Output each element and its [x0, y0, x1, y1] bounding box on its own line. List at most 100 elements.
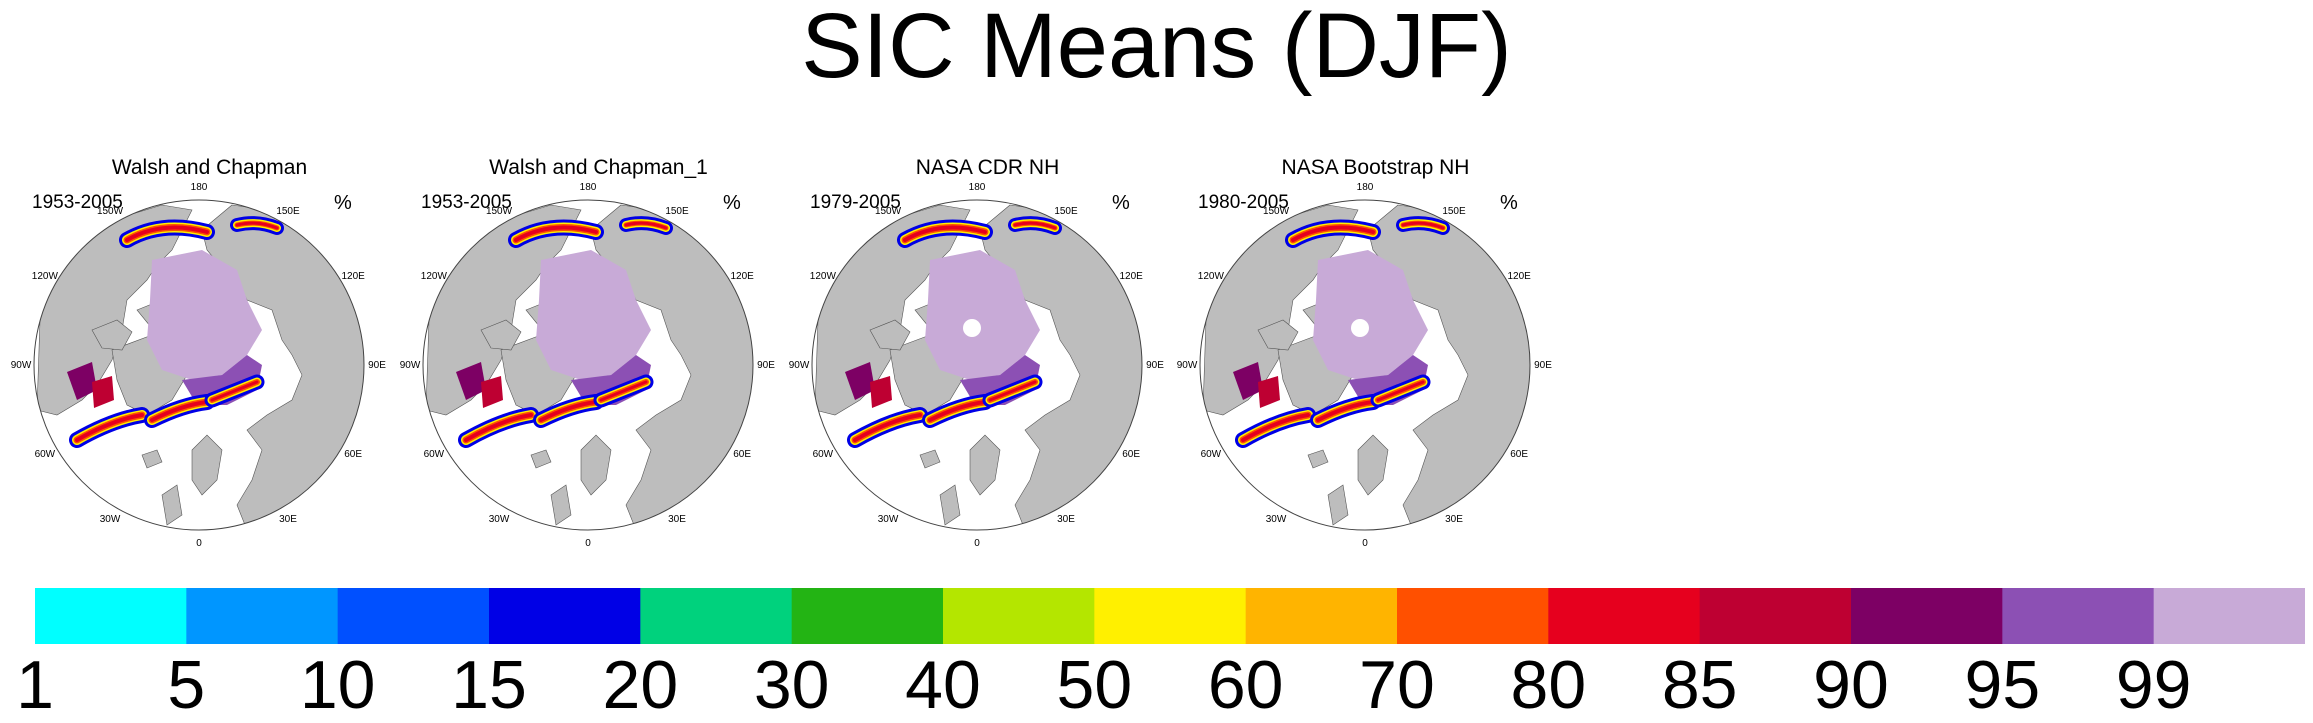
ice-band	[870, 376, 892, 408]
colorbar	[35, 588, 2305, 644]
map-panel: Walsh and Chapman 1953-2005% 180 150E 120E 90…	[11, 150, 402, 550]
longitude-label: 60W	[1201, 449, 1222, 460]
colorbar-level-label: 40	[905, 647, 981, 723]
longitude-label: 30W	[489, 514, 510, 525]
colorbar-level-label: 10	[299, 647, 376, 723]
ice-pack	[925, 250, 1040, 380]
colorbar-level-label: 70	[1359, 647, 1435, 723]
colorbar-bin	[1548, 588, 1701, 644]
map-border	[811, 199, 1143, 531]
panel-title: Walsh and Chapman	[111, 156, 308, 179]
ice-edge	[150, 400, 209, 422]
ice-edge	[210, 380, 259, 402]
longitude-label: 60E	[344, 449, 362, 460]
land	[1357, 434, 1389, 496]
longitude-label: 120W	[810, 271, 837, 282]
longitude-label: 120E	[1507, 271, 1531, 282]
colorbar-bin	[1699, 588, 1852, 644]
colorbar-level-label: 80	[1510, 647, 1587, 723]
ice-band	[1233, 362, 1263, 400]
ice-band	[1258, 376, 1280, 408]
land	[969, 434, 1001, 496]
longitude-label: 30W	[1266, 514, 1287, 525]
longitude-label: 60W	[424, 449, 445, 460]
longitude-label: 180	[191, 182, 208, 193]
colorbar-bin	[489, 588, 641, 644]
panel-units: %	[334, 192, 352, 214]
longitude-label: 60W	[35, 449, 56, 460]
longitude-label: 60E	[1510, 449, 1528, 460]
longitude-label: 0	[585, 538, 591, 549]
longitude-label: 30W	[100, 514, 121, 525]
ice-edge	[1241, 413, 1310, 442]
longitude-label: 150W	[1263, 206, 1290, 217]
panel-units: %	[1500, 192, 1518, 214]
longitude-label: 90W	[400, 360, 421, 371]
colorbar-level-label: 95	[1964, 647, 2041, 723]
colorbar-bin	[1397, 588, 1549, 644]
land	[939, 484, 961, 526]
ice-pack	[536, 250, 651, 380]
ice-edge	[1376, 380, 1425, 402]
longitude-label: 30W	[878, 514, 899, 525]
longitude-label: 150W	[486, 206, 513, 217]
map-border	[422, 199, 754, 531]
pole-hole	[963, 319, 981, 337]
land	[191, 434, 223, 496]
polar-map: 180 150E 120E 90E 60E 30E 0 30W 60W 90W 120W 150W	[1177, 182, 1553, 549]
colorbar-level-label: 15	[451, 647, 527, 723]
ice-band	[456, 362, 486, 400]
panel-units: %	[1112, 192, 1130, 214]
polar-map: 180 150E 120E 90E 60E 30E 0 30W 60W 90W 120W 150W	[400, 182, 776, 549]
colorbar-bin	[943, 588, 1095, 644]
panel-title: NASA CDR NH	[915, 156, 1060, 179]
longitude-label: 90W	[1177, 360, 1198, 371]
colorbar-level-label: 5	[167, 647, 206, 723]
ice-edge	[1401, 221, 1445, 230]
land	[91, 319, 133, 351]
panel-period: 1980-2005	[1198, 192, 1289, 213]
longitude-label: 120E	[341, 271, 365, 282]
longitude-label: 0	[196, 538, 202, 549]
land	[814, 204, 971, 416]
colorbar-bin	[186, 588, 339, 644]
ice-edge	[853, 413, 922, 442]
longitude-label: 120W	[421, 271, 448, 282]
ice-edge	[514, 225, 598, 242]
longitude-label: 120E	[730, 271, 754, 282]
colorbar-level-label: 85	[1661, 647, 1738, 723]
panel-units: %	[723, 192, 741, 214]
longitude-label: 120W	[32, 271, 59, 282]
ice-edge	[1291, 225, 1375, 242]
longitude-label: 150E	[276, 206, 300, 217]
panel-period: 1953-2005	[32, 192, 123, 213]
land	[161, 484, 183, 526]
longitude-label: 30E	[1445, 514, 1463, 525]
longitude-label: 90E	[1534, 360, 1552, 371]
longitude-label: 90E	[1146, 360, 1164, 371]
longitude-label: 150E	[1054, 206, 1078, 217]
longitude-label: 150E	[665, 206, 689, 217]
longitude-label: 90W	[789, 360, 810, 371]
colorbar-bin	[35, 588, 187, 644]
longitude-label: 30E	[668, 514, 686, 525]
colorbar-level-label: 1	[16, 647, 54, 723]
longitude-label: 150W	[97, 206, 124, 217]
longitude-label: 60E	[1122, 449, 1140, 460]
colorbar-labels: 1 5 10 15 20 30 40 50 60 70 80 85 90 95 99	[0, 650, 2313, 720]
map-border	[1199, 199, 1531, 531]
panel-title: Walsh and Chapman_1	[489, 156, 708, 179]
colorbar-bin	[337, 588, 490, 644]
longitude-label: 60W	[813, 449, 834, 460]
ice-edge	[464, 413, 533, 442]
land	[480, 319, 522, 351]
colorbar-level-label: 90	[1813, 647, 1889, 723]
ice-band	[67, 362, 97, 400]
land	[425, 204, 582, 416]
map-panel: NASA Bootstrap NH 1980-2005% 180 150E 120E 90…	[1177, 150, 1568, 550]
longitude-label: 90W	[11, 360, 32, 371]
panel-title: NASA Bootstrap NH	[1281, 156, 1470, 179]
polar-map: 180 150E 120E 90E 60E 30E 0 30W 60W 90W 120W 150W	[789, 182, 1165, 549]
ice-edge	[539, 400, 598, 422]
ice-pack	[1313, 250, 1428, 380]
